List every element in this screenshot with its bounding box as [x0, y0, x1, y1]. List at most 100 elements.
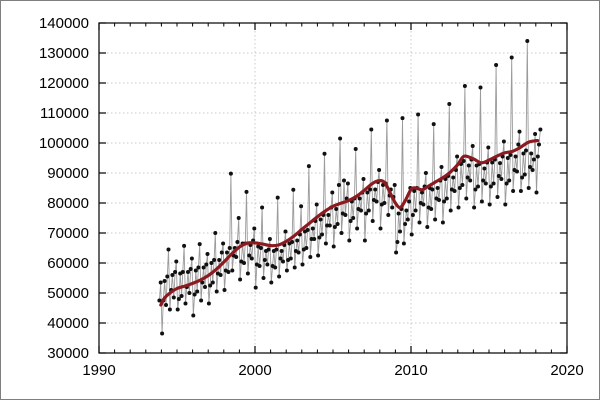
data-point: [242, 261, 246, 265]
data-point: [258, 246, 263, 250]
data-point: [495, 195, 500, 199]
x-tick-label: 2010: [394, 362, 427, 379]
data-point: [306, 164, 311, 169]
y-tick-label: 120000: [39, 75, 89, 92]
data-point: [369, 127, 374, 132]
data-point: [210, 280, 215, 285]
data-point: [343, 213, 348, 217]
y-tick-label: 110000: [40, 105, 89, 122]
data-point: [213, 231, 218, 235]
data-point: [266, 247, 271, 252]
data-point: [425, 225, 430, 229]
data-point: [451, 175, 456, 180]
data-point: [465, 175, 470, 180]
data-point: [405, 217, 410, 222]
data-point: [382, 201, 387, 205]
data-point: [522, 172, 527, 177]
data-series: [157, 39, 543, 336]
data-point: [165, 274, 170, 279]
data-point: [509, 55, 514, 60]
y-tick-label: 40000: [47, 315, 89, 332]
data-point: [332, 225, 337, 229]
data-point: [417, 220, 422, 225]
data-point: [180, 270, 185, 274]
data-point: [275, 195, 280, 200]
data-point: [300, 262, 305, 267]
data-point: [521, 151, 526, 156]
data-point: [520, 175, 525, 180]
data-point: [518, 189, 523, 193]
data-point: [511, 189, 516, 193]
data-point: [516, 142, 521, 147]
data-point: [420, 190, 424, 195]
data-point: [326, 213, 331, 217]
data-point: [534, 190, 539, 195]
data-point: [370, 219, 375, 223]
data-point: [209, 261, 214, 265]
data-point: [196, 265, 201, 270]
data-point: [327, 223, 332, 228]
data-point: [338, 136, 343, 141]
data-point: [296, 250, 301, 255]
y-tick-label: 30000: [47, 345, 89, 362]
data-point: [440, 220, 445, 225]
data-point: [291, 187, 296, 192]
data-point: [234, 255, 239, 259]
data-point: [314, 202, 319, 207]
data-point: [357, 196, 362, 201]
data-point: [312, 237, 317, 241]
data-point: [473, 187, 478, 192]
data-point: [460, 183, 465, 187]
data-point: [195, 289, 200, 294]
data-point: [526, 186, 531, 190]
data-point: [464, 196, 469, 201]
data-point: [316, 253, 321, 258]
data-point: [452, 189, 457, 193]
plot-border: [98, 22, 568, 354]
data-point: [421, 202, 426, 207]
data-point: [283, 229, 288, 234]
data-point: [245, 271, 250, 276]
data-point: [345, 181, 350, 186]
data-point: [322, 151, 327, 156]
data-point: [228, 171, 233, 176]
data-point: [351, 216, 356, 220]
data-point: [261, 276, 266, 280]
data-point: [253, 285, 258, 290]
data-point: [529, 151, 534, 156]
y-tick-label: 60000: [47, 255, 89, 272]
y-tick-label: 50000: [47, 285, 89, 302]
y-tick-label: 100000: [39, 135, 89, 152]
data-point: [481, 178, 486, 183]
data-point: [262, 258, 267, 262]
data-point: [197, 242, 202, 247]
data-point: [200, 280, 205, 285]
data-point: [208, 283, 213, 288]
data-point: [170, 273, 175, 277]
data-point: [274, 247, 279, 252]
data-point: [173, 270, 178, 274]
data-point: [174, 259, 179, 264]
data-point: [505, 156, 510, 160]
data-point: [461, 159, 466, 163]
data-point: [320, 232, 324, 237]
axes: [98, 22, 568, 354]
data-point: [479, 199, 484, 204]
data-point: [238, 277, 243, 282]
data-point: [403, 222, 408, 226]
data-point: [386, 213, 391, 217]
data-point: [221, 241, 226, 246]
data-point: [235, 240, 240, 244]
data-point: [182, 243, 187, 248]
data-point: [310, 226, 315, 231]
data-point: [222, 288, 227, 292]
data-point: [423, 171, 428, 175]
data-point: [478, 85, 483, 90]
data-point: [281, 259, 285, 264]
data-point: [504, 181, 509, 186]
data-point: [378, 226, 383, 231]
data-point: [507, 178, 512, 183]
data-point: [288, 256, 293, 261]
data-point: [225, 250, 229, 255]
